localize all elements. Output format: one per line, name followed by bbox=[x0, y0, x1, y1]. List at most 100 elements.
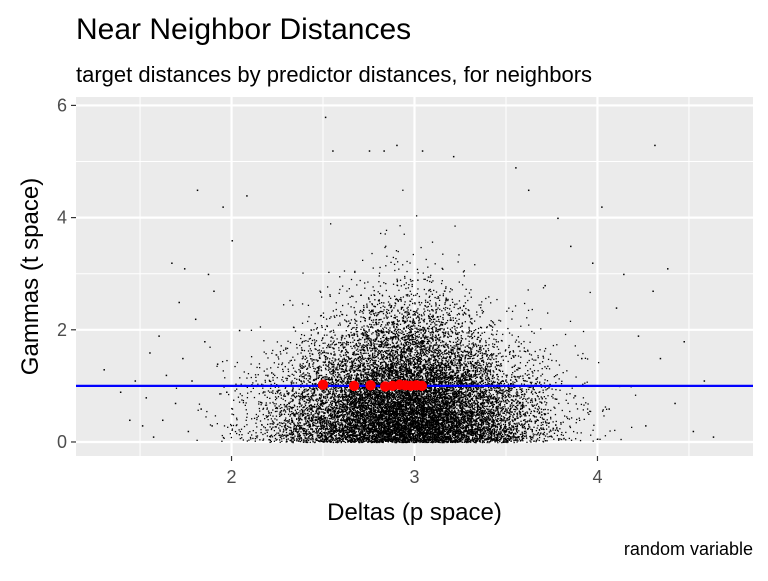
scatter-point bbox=[455, 322, 456, 323]
scatter-point bbox=[431, 282, 432, 283]
scatter-point bbox=[369, 312, 370, 313]
scatter-point bbox=[516, 381, 517, 382]
scatter-point bbox=[330, 340, 331, 341]
scatter-point bbox=[466, 332, 467, 333]
scatter-point bbox=[474, 395, 475, 396]
scatter-point bbox=[570, 321, 571, 322]
scatter-point bbox=[268, 390, 269, 391]
scatter-point bbox=[486, 408, 487, 409]
scatter-point bbox=[301, 347, 302, 348]
scatter-point bbox=[321, 350, 322, 351]
scatter-point bbox=[300, 352, 301, 353]
scatter-point bbox=[487, 434, 488, 435]
scatter-point bbox=[504, 391, 505, 392]
scatter-point bbox=[453, 351, 454, 352]
scatter-point bbox=[419, 329, 420, 330]
scatter-point bbox=[344, 359, 345, 360]
scatter-point bbox=[436, 328, 437, 329]
scatter-point bbox=[537, 355, 538, 356]
scatter-point bbox=[504, 406, 505, 407]
scatter-point bbox=[515, 406, 516, 407]
scatter-point bbox=[388, 329, 389, 330]
scatter-point bbox=[366, 304, 367, 305]
scatter-point bbox=[425, 300, 426, 301]
scatter-point bbox=[378, 344, 379, 345]
scatter-point bbox=[542, 361, 543, 362]
scatter-point bbox=[419, 330, 420, 331]
scatter-point bbox=[482, 399, 483, 400]
scatter-point bbox=[419, 304, 420, 305]
scatter-point bbox=[587, 382, 588, 383]
scatter-point bbox=[433, 321, 434, 322]
scatter-point bbox=[511, 358, 512, 359]
scatter-point bbox=[542, 368, 543, 369]
scatter-point bbox=[314, 422, 315, 423]
scatter-point bbox=[472, 358, 473, 359]
scatter-point bbox=[317, 404, 318, 405]
scatter-point bbox=[532, 401, 533, 402]
scatter-point bbox=[502, 334, 503, 335]
scatter-point bbox=[337, 364, 338, 365]
scatter-point bbox=[327, 402, 328, 403]
scatter-point bbox=[480, 427, 481, 428]
scatter-point bbox=[486, 402, 487, 403]
scatter-point bbox=[400, 361, 401, 362]
scatter-point bbox=[501, 415, 502, 416]
scatter-point bbox=[459, 417, 460, 418]
scatter-point bbox=[521, 388, 522, 389]
scatter-point bbox=[295, 330, 296, 331]
scatter-point bbox=[265, 427, 266, 428]
scatter-point bbox=[365, 367, 366, 368]
scatter-point bbox=[523, 427, 524, 428]
scatter-point bbox=[321, 296, 322, 297]
scatter-point bbox=[524, 396, 525, 397]
scatter-point bbox=[539, 440, 540, 441]
scatter-point bbox=[449, 308, 450, 309]
scatter-point bbox=[399, 312, 400, 313]
scatter-point bbox=[575, 345, 576, 346]
scatter-point bbox=[434, 297, 435, 298]
scatter-point bbox=[363, 325, 364, 326]
scatter-point bbox=[614, 430, 615, 431]
scatter-point bbox=[349, 288, 350, 289]
scatter-point bbox=[531, 391, 532, 392]
scatter-point bbox=[364, 374, 365, 375]
scatter-point bbox=[346, 344, 347, 345]
scatter-point bbox=[385, 233, 386, 234]
scatter-point bbox=[259, 408, 260, 409]
scatter-point bbox=[474, 336, 475, 337]
scatter-point bbox=[327, 394, 328, 395]
scatter-point bbox=[299, 406, 300, 407]
scatter-point bbox=[525, 399, 526, 400]
scatter-point bbox=[561, 383, 562, 384]
scatter-point bbox=[473, 376, 474, 377]
scatter-point bbox=[483, 371, 484, 372]
scatter-point bbox=[533, 427, 534, 428]
scatter-point bbox=[318, 431, 319, 432]
scatter-point bbox=[493, 381, 494, 382]
scatter-point bbox=[315, 441, 316, 442]
scatter-point bbox=[247, 393, 248, 394]
scatter-point bbox=[539, 407, 540, 408]
scatter-point bbox=[493, 322, 494, 323]
scatter-point bbox=[484, 442, 485, 443]
scatter-point bbox=[498, 435, 499, 436]
scatter-point bbox=[383, 335, 384, 336]
scatter-point bbox=[340, 422, 341, 423]
scatter-point bbox=[308, 402, 309, 403]
scatter-point bbox=[354, 351, 355, 352]
scatter-point bbox=[323, 409, 324, 410]
scatter-point bbox=[386, 347, 387, 348]
scatter-point bbox=[388, 305, 389, 306]
scatter-point bbox=[532, 358, 533, 359]
scatter-point bbox=[372, 304, 373, 305]
scatter-point bbox=[397, 358, 398, 359]
scatter-point bbox=[482, 381, 483, 382]
scatter-point bbox=[331, 401, 332, 402]
scatter-point bbox=[388, 322, 389, 323]
scatter-point bbox=[464, 270, 465, 271]
scatter-point bbox=[326, 335, 327, 336]
scatter-point bbox=[364, 282, 365, 283]
scatter-point bbox=[540, 417, 541, 418]
scatter-point bbox=[491, 334, 492, 335]
